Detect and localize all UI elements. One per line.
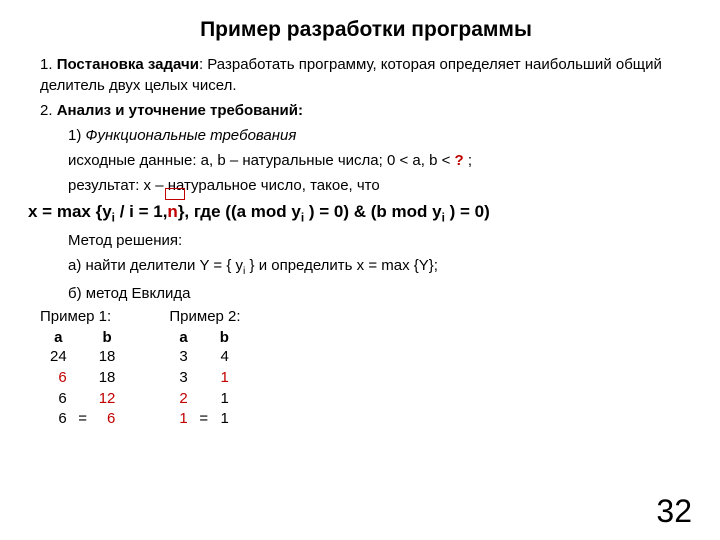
c: 24 — [42, 348, 75, 367]
f-n: n — [167, 202, 177, 221]
s1-bold: Постановка задачи — [57, 56, 199, 73]
f-c: }, где ((a mod y — [178, 202, 301, 221]
table-row: 34 — [171, 348, 237, 367]
table-row: ab — [171, 329, 237, 346]
c: 18 — [91, 369, 124, 388]
c: 6 — [42, 410, 75, 429]
ex2-h-a: a — [171, 329, 195, 346]
c: 6 — [42, 390, 75, 409]
section-2: 2. Анализ и уточнение требований: — [40, 100, 692, 121]
table-row: 6=6 — [42, 410, 123, 429]
input-a: исходные данные: a, b – натуральные числ… — [68, 152, 455, 169]
ma-1: а) найти делители Y = { y — [68, 257, 243, 274]
method-a: а) найти делители Y = { yi } и определит… — [40, 255, 692, 279]
c: 6 — [42, 369, 75, 388]
s2-lead: 2. — [40, 102, 57, 119]
ex1-table: ab 2418 618 612 6=6 — [40, 327, 125, 431]
c: 2 — [171, 390, 195, 409]
c: = — [198, 410, 210, 429]
fr-italic: Функциональные требования — [86, 127, 297, 144]
func-req: 1) Функциональные требования — [40, 125, 692, 146]
c: 1 — [212, 390, 237, 409]
f-d: ) = 0) & (b mod y — [304, 202, 441, 221]
ex1-h-b: b — [91, 329, 124, 346]
input-q: ? — [455, 152, 464, 169]
ex2-h-b: b — [212, 329, 237, 346]
f-e: ) = 0) — [445, 202, 490, 221]
examples: Пример 1: ab 2418 618 612 6=6 Пример 2: … — [40, 308, 692, 431]
c: 1 — [212, 369, 237, 388]
ma-2: } и определить x = max {Y}; — [245, 257, 438, 274]
f-b: / i = 1, — [115, 202, 167, 221]
n-box — [165, 188, 185, 200]
s1-lead: 1. — [40, 56, 57, 73]
table-row: 6 12 — [42, 390, 123, 409]
c: 4 — [212, 348, 237, 367]
c: 18 — [91, 348, 124, 367]
table-row: 6 18 — [42, 369, 123, 388]
slide-title: Пример разработки программы — [40, 18, 692, 42]
result-line: результат: x – натуральное число, такое,… — [40, 175, 692, 196]
ex2-title: Пример 2: — [169, 308, 240, 325]
input-data: исходные данные: a, b – натуральные числ… — [40, 150, 692, 171]
c: 3 — [171, 348, 195, 367]
table-row: 24 18 — [42, 348, 123, 367]
c: 1 — [171, 410, 195, 429]
formula: x = max {yi / i = 1,n}, где ((a mod yi )… — [28, 202, 692, 224]
ex1-h-a: a — [42, 329, 75, 346]
c: 12 — [91, 390, 124, 409]
table-row: 31 — [171, 369, 237, 388]
table-row: 1=1 — [171, 410, 237, 429]
ex1-title: Пример 1: — [40, 308, 125, 325]
fr-lead: 1) — [68, 127, 86, 144]
c: 1 — [212, 410, 237, 429]
ex2-table: ab 34 31 21 1=1 — [169, 327, 239, 431]
c: 3 — [171, 369, 195, 388]
table-row: ab — [42, 329, 123, 346]
method-title: Метод решения: — [40, 230, 692, 251]
page-number: 32 — [656, 493, 692, 530]
c: = — [77, 410, 89, 429]
table-row: 21 — [171, 390, 237, 409]
input-b: ; — [464, 152, 472, 169]
example-2: Пример 2: ab 34 31 21 1=1 — [169, 308, 240, 431]
section-1: 1. Постановка задачи: Разработать програ… — [40, 54, 692, 96]
example-1: Пример 1: ab 2418 618 612 6=6 — [40, 308, 125, 431]
c: 6 — [91, 410, 124, 429]
s2-bold: Анализ и уточнение требований: — [57, 102, 303, 119]
f-a: x = max {y — [28, 202, 112, 221]
method-b: б) метод Евклида — [40, 283, 692, 304]
